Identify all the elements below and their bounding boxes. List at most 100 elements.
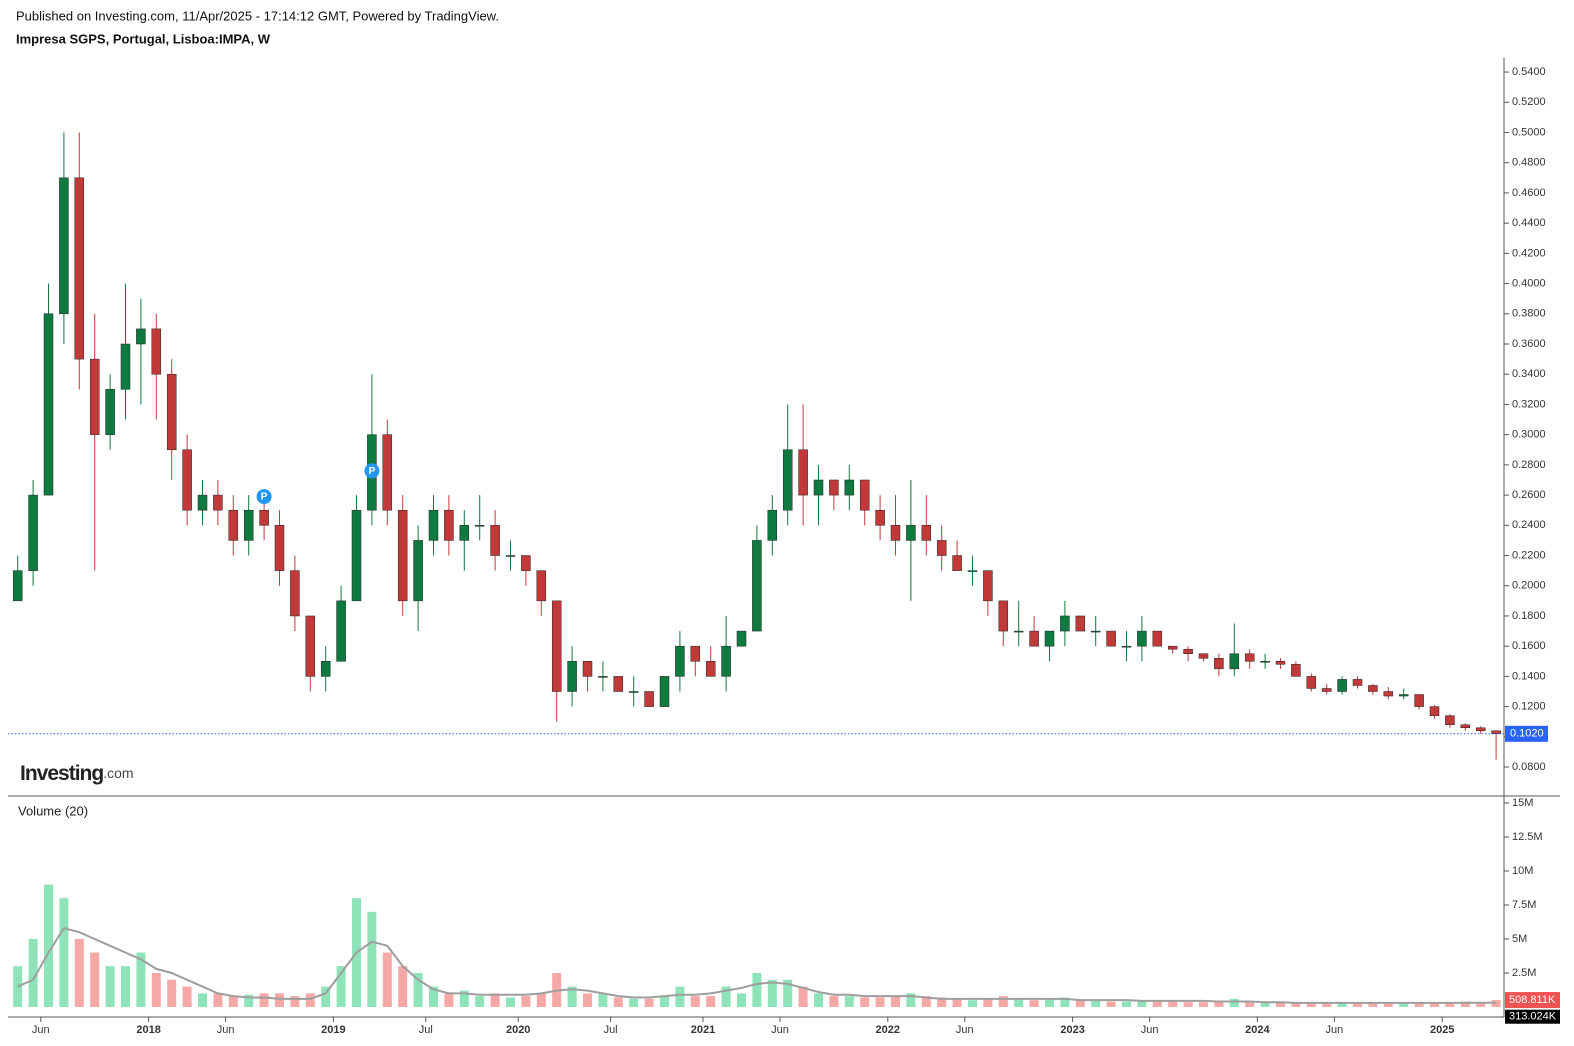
y-tick-label: 0.3400 — [1512, 368, 1546, 380]
candle-body — [444, 509, 454, 541]
volume-bar — [1045, 998, 1054, 1007]
candle-body — [320, 661, 331, 677]
volume-bar — [198, 993, 207, 1007]
volume-bar — [1214, 1001, 1224, 1007]
volume-bar — [875, 997, 885, 1007]
last-volume-label: 508.811K — [1509, 994, 1556, 1006]
x-tick-label: 2021 — [691, 1024, 715, 1036]
y-tick-label: 0.3200 — [1512, 398, 1546, 410]
candle-body — [1013, 630, 1024, 633]
volume-bar — [583, 993, 592, 1007]
candle-body — [536, 570, 547, 602]
volume-bar — [706, 996, 716, 1007]
volume-bar — [983, 998, 993, 1007]
logo: Investing.com — [20, 762, 134, 785]
candle-body — [1291, 664, 1301, 677]
candle-body — [1137, 630, 1147, 647]
candle-body — [351, 509, 362, 602]
candle-body — [1075, 615, 1086, 632]
candle-body — [1275, 661, 1286, 665]
volume-tick-label: 10M — [1512, 865, 1533, 877]
candle-body — [382, 434, 393, 511]
candle-body — [936, 540, 947, 556]
volume-bar — [968, 1000, 977, 1007]
volume-bar — [906, 993, 916, 1007]
x-tick-label: 2018 — [136, 1024, 160, 1036]
volume-bar — [336, 966, 346, 1007]
volume-bar — [1060, 997, 1070, 1007]
candle-body — [274, 525, 285, 571]
candle-body — [1060, 615, 1070, 632]
volume-bar — [1137, 1000, 1147, 1007]
candle-body — [582, 661, 593, 677]
candle-body — [705, 661, 716, 677]
candle-body — [59, 177, 69, 315]
volume-bar — [1445, 1002, 1455, 1007]
volume-bar — [382, 952, 392, 1007]
volume-bar — [521, 996, 531, 1007]
volume-bar — [275, 993, 284, 1007]
y-tick-label: 0.4200 — [1512, 247, 1546, 259]
volume-bar — [105, 966, 115, 1007]
volume-bar — [244, 994, 254, 1007]
y-tick-label: 0.2800 — [1512, 459, 1546, 471]
candle-body — [1321, 688, 1332, 692]
candle-body — [490, 525, 500, 556]
candle-body — [428, 509, 439, 541]
last-volume-box — [1505, 992, 1560, 1009]
candle-body — [243, 509, 254, 541]
volume-bar — [136, 952, 146, 1007]
y-tick-label: 0.0800 — [1512, 761, 1546, 773]
volume-bar — [1014, 998, 1024, 1007]
volume-bar — [1368, 1003, 1378, 1007]
last-ma-box — [1505, 1009, 1560, 1024]
volume-bar — [1029, 1000, 1039, 1007]
volume-bar — [737, 993, 746, 1007]
volume-bar — [567, 986, 577, 1007]
candle-body — [921, 525, 932, 541]
volume-tick-label: 7.5M — [1512, 899, 1536, 911]
volume-bar — [429, 986, 438, 1007]
volume-bar — [814, 993, 823, 1007]
y-tick-label: 0.3800 — [1512, 308, 1546, 320]
event-marker-label: P — [261, 492, 268, 503]
volume-bar — [921, 996, 931, 1007]
x-tick-label: Jun — [1326, 1024, 1344, 1036]
y-tick-label: 0.4000 — [1512, 277, 1546, 289]
candle-body — [567, 661, 577, 692]
volume-bar — [598, 993, 608, 1007]
candle-body — [12, 570, 23, 602]
volume-bar — [475, 996, 485, 1007]
candle-body — [1460, 724, 1471, 729]
x-tick-label: Jul — [604, 1024, 618, 1036]
volume-bar — [259, 993, 269, 1007]
candle-body — [721, 645, 731, 677]
volume-tick-label: 5M — [1512, 933, 1527, 945]
volume-bar — [121, 966, 130, 1007]
candle-body — [166, 373, 177, 451]
candle-body — [290, 570, 300, 617]
candle-body — [844, 479, 855, 496]
volume-bar — [1430, 1002, 1439, 1007]
volume-bar — [1383, 1003, 1393, 1007]
candle-body — [1198, 653, 1209, 659]
volume-bar — [536, 993, 546, 1007]
candle-body — [105, 389, 115, 435]
candle-body — [43, 313, 54, 496]
volume-bar — [151, 972, 161, 1007]
volume-bar — [1337, 1002, 1347, 1007]
y-tick-label: 0.1400 — [1512, 670, 1546, 682]
candle-body — [28, 494, 38, 571]
volume-bar — [721, 986, 731, 1007]
candle-body — [397, 509, 408, 602]
volume-bar — [228, 996, 238, 1007]
y-tick-label: 0.5200 — [1512, 96, 1546, 108]
candle-body — [182, 449, 192, 511]
volume-bar — [413, 972, 423, 1007]
x-tick-label: Jun — [771, 1024, 789, 1036]
volume-bar — [398, 966, 408, 1007]
candle-body — [1090, 630, 1101, 633]
volume-bar — [1399, 1002, 1409, 1007]
candle-body — [659, 676, 670, 707]
volume-tick-label: 15M — [1512, 797, 1533, 809]
